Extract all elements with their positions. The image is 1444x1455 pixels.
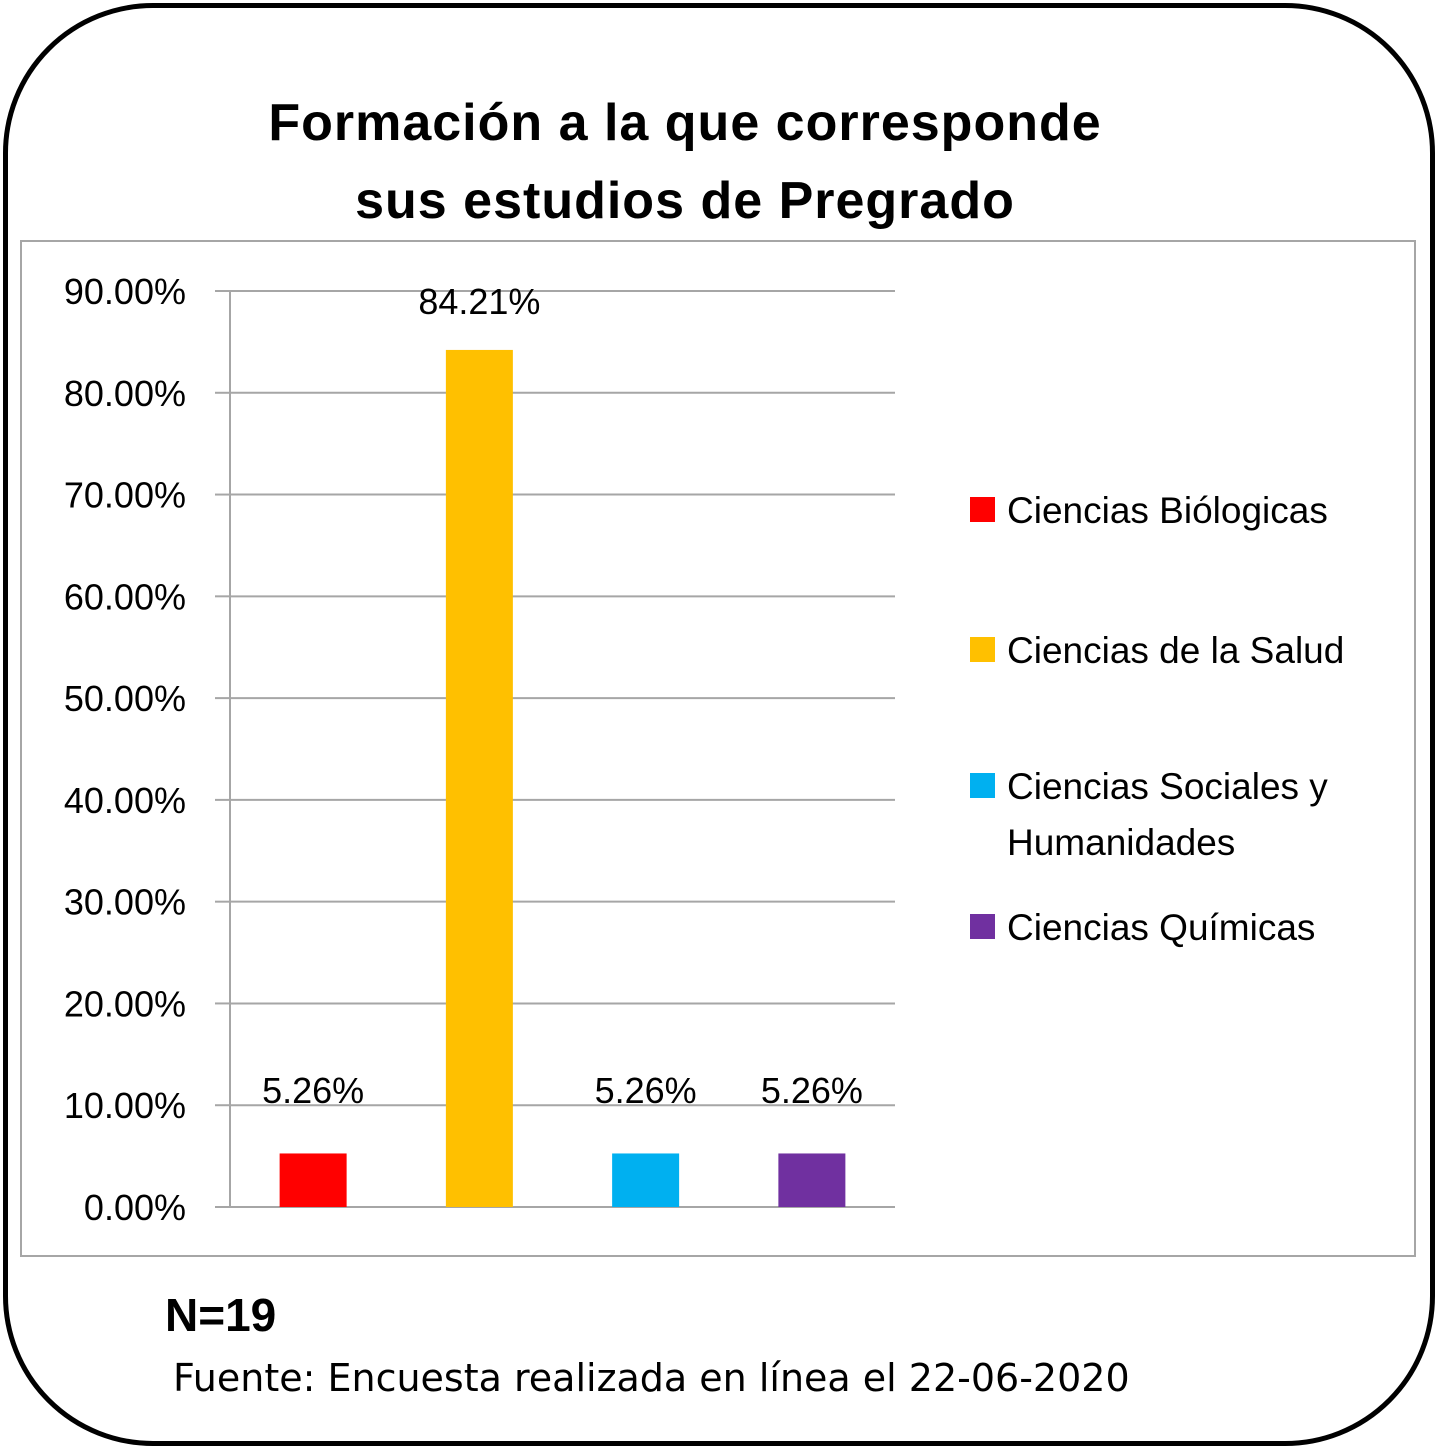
chart-title: Formación a la que corresponde sus estud… [0,84,1370,240]
outer-frame [3,3,1435,1446]
bar-2 [445,349,513,1207]
y-tick-label: 10.00% [64,1085,186,1126]
sample-size: N=19 [165,1289,277,1341]
bar-3 [612,1153,680,1207]
data-label: 5.26% [262,1070,364,1111]
legend-label: Ciencias Químicas [1007,907,1315,948]
title-line-1: Formación a la que corresponde [268,94,1102,152]
y-tick-label: 0.00% [84,1187,186,1228]
legend-swatch [970,497,995,522]
legend-label: Humanidades [1007,822,1235,863]
y-tick-label: 70.00% [64,475,186,516]
data-label: 5.26% [761,1070,863,1111]
y-tick-label: 60.00% [64,576,186,617]
data-label: 5.26% [595,1070,697,1111]
y-tick-label: 50.00% [64,678,186,719]
legend-label: Ciencias Sociales y [1007,766,1328,807]
bar-1 [279,1153,347,1207]
y-tick-label: 80.00% [64,373,186,414]
legend-swatch [970,914,995,939]
y-tick-label: 40.00% [64,780,186,821]
legend-label: Ciencias Biólogicas [1007,490,1328,531]
legend-label: Ciencias de la Salud [1007,630,1344,671]
source-note: Fuente: Encuesta realizada en línea el 2… [173,1356,1130,1400]
y-tick-label: 30.00% [64,882,186,923]
y-tick-label: 90.00% [64,271,186,312]
y-tick-label: 20.00% [64,983,186,1024]
legend-swatch [970,773,995,798]
chart-area [20,240,1416,1257]
legend-swatch [970,637,995,662]
data-label: 84.21% [418,281,540,322]
title-line-2: sus estudios de Pregrado [355,172,1015,230]
bar-4 [778,1153,846,1207]
